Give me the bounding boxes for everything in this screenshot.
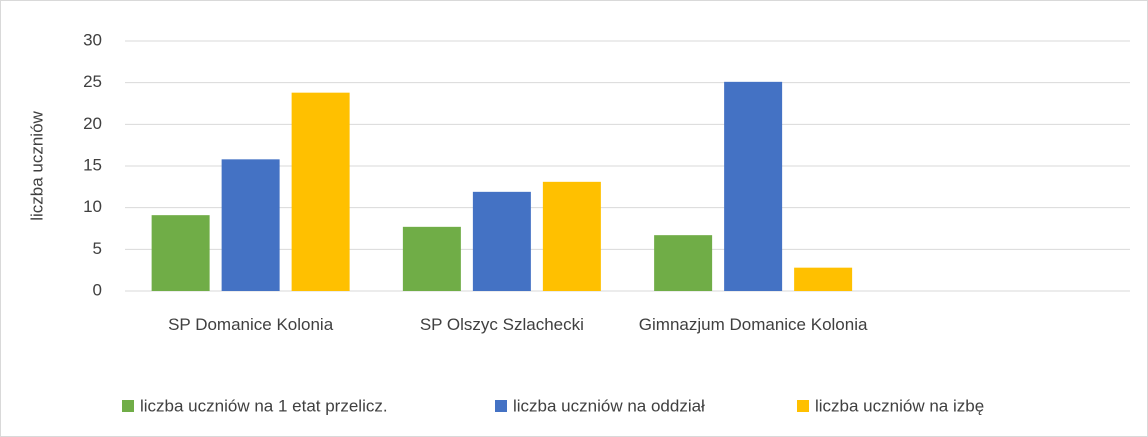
legend-swatch [797,400,809,412]
legend-swatch [495,400,507,412]
x-tick-label: Gimnazjum Domanice Kolonia [638,315,868,334]
x-tick-label: SP Olszyc Szlachecki [419,315,584,334]
legend-label: liczba uczniów na oddział [513,396,705,415]
y-tick-label: 30 [83,30,102,49]
y-tick-label: 25 [83,72,102,91]
y-tick-label: 20 [83,114,102,133]
bar [794,267,853,291]
bar [472,191,531,291]
bar [654,235,713,291]
legend-label: liczba uczniów na izbę [815,396,984,415]
bar [291,92,350,292]
y-tick-label: 15 [83,155,102,174]
x-tick-label: SP Domanice Kolonia [168,315,334,334]
bar [151,215,210,291]
legend-label: liczba uczniów na 1 etat przelicz. [140,396,388,415]
y-axis-title: liczba uczniów [27,110,46,220]
bar [724,81,783,291]
y-tick-label: 0 [93,280,102,299]
y-tick-label: 5 [93,239,102,258]
y-tick-label: 10 [83,197,102,216]
bar [542,181,601,291]
bar [221,159,280,291]
legend-swatch [122,400,134,412]
bar [402,226,461,291]
